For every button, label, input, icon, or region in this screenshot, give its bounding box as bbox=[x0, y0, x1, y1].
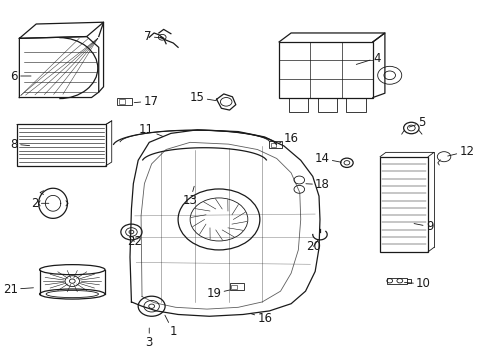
Bar bbox=[386, 278, 406, 284]
Text: 7: 7 bbox=[144, 30, 163, 43]
Bar bbox=[288, 98, 307, 112]
Text: 14: 14 bbox=[314, 152, 341, 165]
Text: 4: 4 bbox=[356, 51, 380, 64]
Bar bbox=[117, 98, 132, 105]
Bar bbox=[231, 285, 237, 289]
Text: 20: 20 bbox=[305, 240, 320, 253]
Text: 15: 15 bbox=[189, 91, 216, 104]
Text: 22: 22 bbox=[126, 235, 142, 248]
Text: 2: 2 bbox=[31, 197, 49, 210]
Text: 11: 11 bbox=[139, 123, 163, 137]
Text: 19: 19 bbox=[206, 287, 229, 300]
Text: 12: 12 bbox=[447, 145, 473, 158]
Text: 1: 1 bbox=[164, 315, 177, 338]
Text: 13: 13 bbox=[183, 186, 197, 207]
Text: 8: 8 bbox=[11, 138, 30, 150]
Text: 16: 16 bbox=[278, 132, 298, 145]
Text: 9: 9 bbox=[413, 220, 432, 233]
Text: 21: 21 bbox=[3, 283, 33, 296]
Text: 18: 18 bbox=[305, 178, 329, 191]
Bar bbox=[346, 98, 365, 112]
Text: 3: 3 bbox=[145, 328, 153, 349]
Bar bbox=[229, 283, 244, 291]
Text: 6: 6 bbox=[10, 69, 31, 82]
Text: 10: 10 bbox=[404, 278, 430, 291]
Bar bbox=[279, 42, 372, 98]
Text: 16: 16 bbox=[250, 311, 272, 325]
Text: 17: 17 bbox=[134, 95, 158, 108]
Bar bbox=[17, 125, 106, 166]
Bar bbox=[271, 143, 276, 147]
Bar bbox=[119, 99, 124, 104]
Bar bbox=[379, 157, 427, 252]
Bar bbox=[269, 141, 282, 148]
Bar bbox=[317, 98, 336, 112]
Text: 5: 5 bbox=[408, 116, 425, 129]
